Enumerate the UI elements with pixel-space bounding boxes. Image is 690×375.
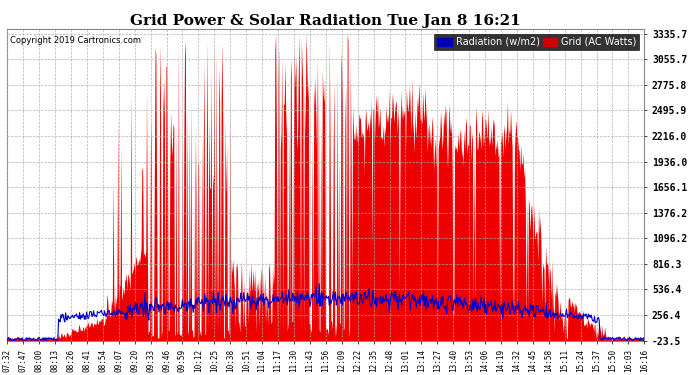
Text: Copyright 2019 Cartronics.com: Copyright 2019 Cartronics.com — [10, 36, 141, 45]
Title: Grid Power & Solar Radiation Tue Jan 8 16:21: Grid Power & Solar Radiation Tue Jan 8 1… — [130, 14, 521, 28]
Legend: Radiation (w/m2), Grid (AC Watts): Radiation (w/m2), Grid (AC Watts) — [435, 34, 640, 50]
